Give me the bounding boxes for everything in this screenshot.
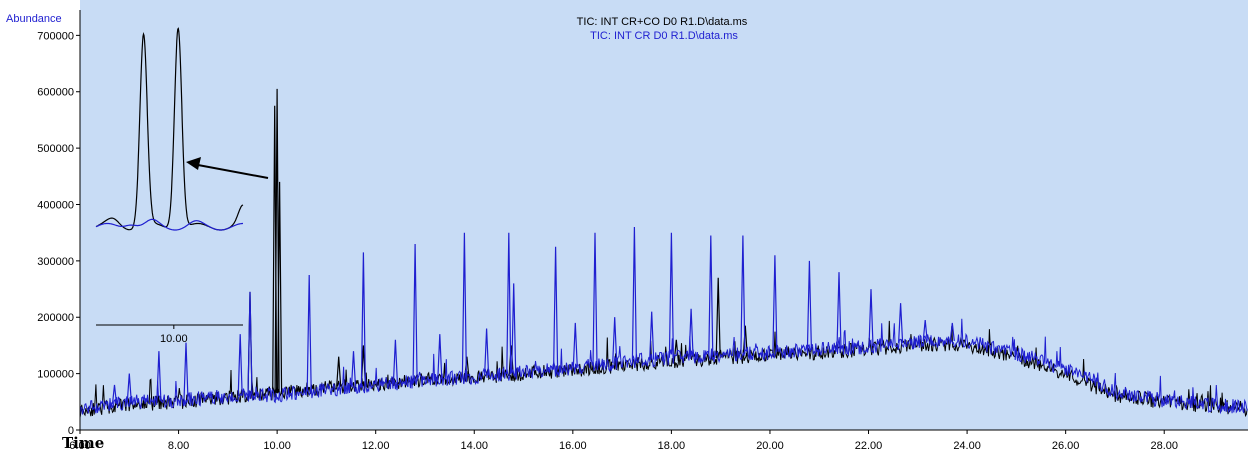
x-tick-label: 18.00 xyxy=(658,440,686,452)
series-1-peak xyxy=(277,181,283,393)
series-2-peak xyxy=(949,322,955,341)
y-tick-label: 400000 xyxy=(37,199,74,211)
y-tick-label: 0 xyxy=(68,425,74,437)
series-1-peak xyxy=(742,325,748,357)
plot-background xyxy=(80,0,1248,430)
series-2-peak xyxy=(572,322,578,368)
series-2-peak xyxy=(922,320,928,341)
inset-x-tick-label: 10.00 xyxy=(160,333,188,345)
y-tick-label: 600000 xyxy=(37,87,74,99)
series-title-1: TIC: INT CR+CO D0 R1.D\data.ms xyxy=(577,16,748,28)
series-1-peak xyxy=(336,356,342,387)
series-2-peak xyxy=(511,283,517,374)
inset-series-line-2 xyxy=(95,218,243,231)
x-tick-label: 20.00 xyxy=(756,440,784,452)
series-1-peak xyxy=(508,345,514,375)
series-2-peak xyxy=(612,317,618,364)
series-2-peak xyxy=(183,342,189,401)
y-tick-label: 100000 xyxy=(37,369,74,381)
series-2-peak xyxy=(350,351,357,387)
y-tick-label: 300000 xyxy=(37,256,74,268)
y-tick-label: 500000 xyxy=(37,143,74,155)
series-2-peak xyxy=(592,232,598,366)
series-2-peak xyxy=(836,272,842,349)
x-tick-label: 6.00 xyxy=(69,440,90,452)
series-2-peak xyxy=(306,274,312,392)
x-tick-label: 28.00 xyxy=(1150,440,1178,452)
series-2-peak xyxy=(126,373,132,402)
x-tick-label: 14.00 xyxy=(460,440,488,452)
series-2-peak xyxy=(506,232,512,374)
series-2-peak xyxy=(461,232,467,378)
series-2-peak xyxy=(898,303,904,343)
series-2-peak xyxy=(806,260,812,350)
x-tick-label: 22.00 xyxy=(855,440,883,452)
series-2-peak xyxy=(360,252,366,387)
series-title-2: TIC: INT CR D0 R1.D\data.ms xyxy=(590,30,738,42)
series-2-peak xyxy=(708,235,714,356)
series-2-peak xyxy=(688,308,694,357)
y-tick-label: 200000 xyxy=(37,312,74,324)
series-2-peak xyxy=(392,339,398,384)
series-2-peak xyxy=(412,243,418,382)
arrow-head-icon xyxy=(186,157,201,170)
series-2-peak xyxy=(772,255,778,352)
series-2-peak xyxy=(247,291,253,396)
series-2-peak xyxy=(156,351,162,402)
x-axis-label: Time xyxy=(62,434,104,452)
series-2-peak xyxy=(868,289,874,347)
series-2-peak xyxy=(631,226,637,362)
series-2-peak xyxy=(553,246,559,370)
series-2-peak xyxy=(111,384,118,404)
x-tick-label: 26.00 xyxy=(1052,440,1080,452)
series-2-peak xyxy=(484,328,490,376)
x-tick-label: 16.00 xyxy=(559,440,587,452)
series-2-peak xyxy=(740,235,746,354)
series-1-peak xyxy=(673,339,679,361)
series-1-peak xyxy=(715,277,721,359)
inset-arrow xyxy=(197,164,269,179)
series-line-2 xyxy=(79,318,1248,416)
x-tick-label: 24.00 xyxy=(953,440,981,452)
y-axis-label: Abundance xyxy=(6,13,62,25)
x-tick-label: 10.00 xyxy=(263,440,291,452)
y-tick-label: 700000 xyxy=(37,30,74,42)
x-tick-label: 8.00 xyxy=(168,440,189,452)
series-2-peak xyxy=(437,334,443,380)
series-2-peak xyxy=(237,334,243,396)
series-2-peak xyxy=(668,232,674,358)
series-2-peak xyxy=(649,311,655,360)
x-tick-label: 12.00 xyxy=(362,440,390,452)
